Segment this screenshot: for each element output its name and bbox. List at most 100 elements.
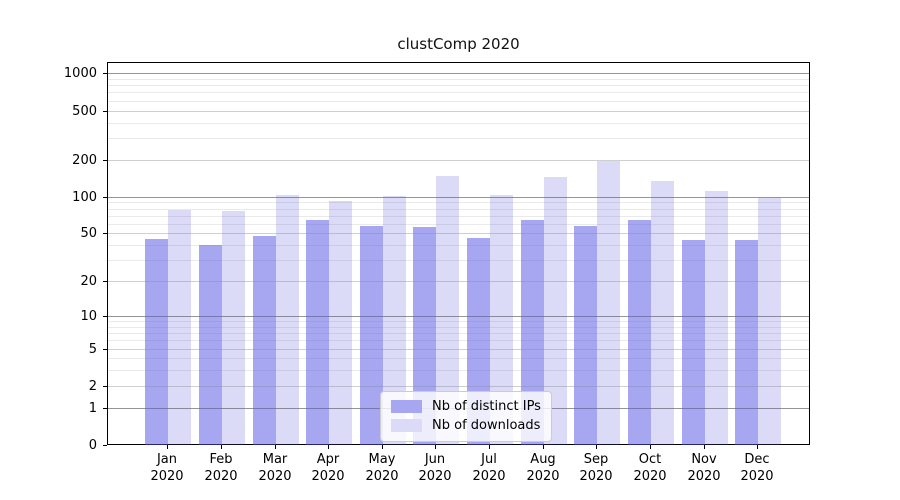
x-tick-label: Dec 2020 — [740, 452, 774, 484]
chart-title: clustComp 2020 — [397, 35, 520, 53]
y-tick-label: 1 — [88, 401, 97, 416]
y-tick-label: 200 — [72, 153, 97, 168]
bar-nb-of-downloads — [329, 201, 352, 445]
x-tick-mark — [382, 445, 383, 449]
major-gridline — [108, 233, 809, 234]
gridline-overlay — [108, 111, 809, 112]
y-tick-mark — [103, 73, 107, 74]
y-tick-label: 100 — [72, 190, 97, 205]
major-gridline — [108, 316, 809, 317]
minor-gridline — [108, 123, 809, 124]
y-tick-mark — [103, 408, 107, 409]
y-tick-label: 500 — [72, 104, 97, 119]
x-tick-label: Jan 2020 — [150, 452, 184, 484]
x-tick-mark — [596, 445, 597, 449]
bar-nb-of-distinct-ips — [306, 220, 329, 445]
y-tick-label: 10 — [80, 309, 97, 324]
gridline-overlay — [108, 197, 809, 198]
plot-area — [107, 62, 810, 445]
minor-gridline — [108, 101, 809, 102]
bar-nb-of-downloads — [544, 177, 567, 445]
bar-nb-of-distinct-ips — [413, 227, 436, 445]
bar-nb-of-distinct-ips — [521, 220, 544, 445]
x-tick-mark — [650, 445, 651, 449]
x-tick-label: Aug 2020 — [526, 452, 560, 484]
y-tick-mark — [103, 386, 107, 387]
legend-swatch-downloads — [391, 419, 422, 432]
x-tick-mark — [489, 445, 490, 449]
grid-overlay-layer — [108, 63, 809, 444]
x-tick-mark — [435, 445, 436, 449]
y-tick-label: 20 — [80, 274, 97, 289]
major-gridline — [108, 349, 809, 350]
major-gridline — [108, 197, 809, 198]
bar-nb-of-downloads — [168, 210, 191, 445]
legend-swatch-distinct-ips — [391, 400, 422, 413]
bar-nb-of-downloads — [383, 196, 406, 445]
minor-gridline — [108, 333, 809, 334]
y-tick-mark — [103, 160, 107, 161]
bar-nb-of-distinct-ips — [574, 226, 597, 445]
x-tick-label: Sep 2020 — [579, 452, 613, 484]
x-tick-mark — [167, 445, 168, 449]
y-tick-mark — [103, 316, 107, 317]
y-tick-mark — [103, 445, 107, 446]
major-gridline — [108, 160, 809, 161]
bar-nb-of-distinct-ips — [145, 239, 168, 445]
x-tick-label: Feb 2020 — [204, 452, 238, 484]
minor-gridline — [108, 79, 809, 80]
y-tick-label: 50 — [80, 226, 97, 241]
bar-nb-of-distinct-ips — [628, 220, 651, 445]
minor-gridline — [108, 92, 809, 93]
minor-gridline — [108, 321, 809, 322]
bar-nb-of-downloads — [651, 181, 674, 445]
bar-nb-of-downloads — [436, 176, 459, 445]
x-tick-label: Mar 2020 — [258, 452, 292, 484]
bar-nb-of-downloads — [705, 191, 728, 445]
x-tick-mark — [704, 445, 705, 449]
minor-gridline — [108, 245, 809, 246]
major-gridline — [108, 386, 809, 387]
bar-nb-of-downloads — [758, 198, 781, 445]
y-tick-label: 2 — [88, 379, 97, 394]
legend: Nb of distinct IPs Nb of downloads — [380, 391, 552, 442]
gridline-overlay — [108, 73, 809, 74]
x-tick-label: May 2020 — [365, 452, 399, 484]
x-tick-label: Apr 2020 — [311, 452, 345, 484]
minor-gridline — [108, 327, 809, 328]
bar-nb-of-distinct-ips — [253, 236, 276, 445]
legend-label-downloads: Nb of downloads — [432, 418, 541, 433]
bar-nb-of-downloads — [490, 195, 513, 445]
bar-nb-of-distinct-ips — [735, 240, 758, 445]
x-tick-label: Jun 2020 — [418, 452, 452, 484]
minor-gridline — [108, 138, 809, 139]
minor-gridline — [108, 224, 809, 225]
x-tick-label: Jul 2020 — [472, 452, 506, 484]
minor-gridline — [108, 370, 809, 371]
y-tick-mark — [103, 197, 107, 198]
minor-gridline — [108, 260, 809, 261]
bar-nb-of-downloads — [597, 161, 620, 445]
x-tick-mark — [757, 445, 758, 449]
y-tick-label: 1000 — [63, 66, 97, 81]
minor-gridline — [108, 209, 809, 210]
legend-item-downloads: Nb of downloads — [391, 416, 541, 435]
y-tick-mark — [103, 349, 107, 350]
legend-label-distinct-ips: Nb of distinct IPs — [432, 399, 541, 414]
major-gridline — [108, 73, 809, 74]
x-tick-label: Oct 2020 — [633, 452, 667, 484]
gridline-overlay — [108, 233, 809, 234]
minor-gridline — [108, 358, 809, 359]
y-tick-mark — [103, 111, 107, 112]
y-tick-mark — [103, 281, 107, 282]
y-tick-label: 5 — [88, 342, 97, 357]
gridline-overlay — [108, 386, 809, 387]
bar-nb-of-distinct-ips — [682, 240, 705, 445]
gridline-overlay — [108, 316, 809, 317]
x-tick-label: Nov 2020 — [687, 452, 721, 484]
bar-nb-of-downloads — [222, 211, 245, 445]
y-tick-label: 0 — [88, 438, 97, 453]
major-gridline — [108, 111, 809, 112]
bar-nb-of-downloads — [276, 195, 299, 445]
